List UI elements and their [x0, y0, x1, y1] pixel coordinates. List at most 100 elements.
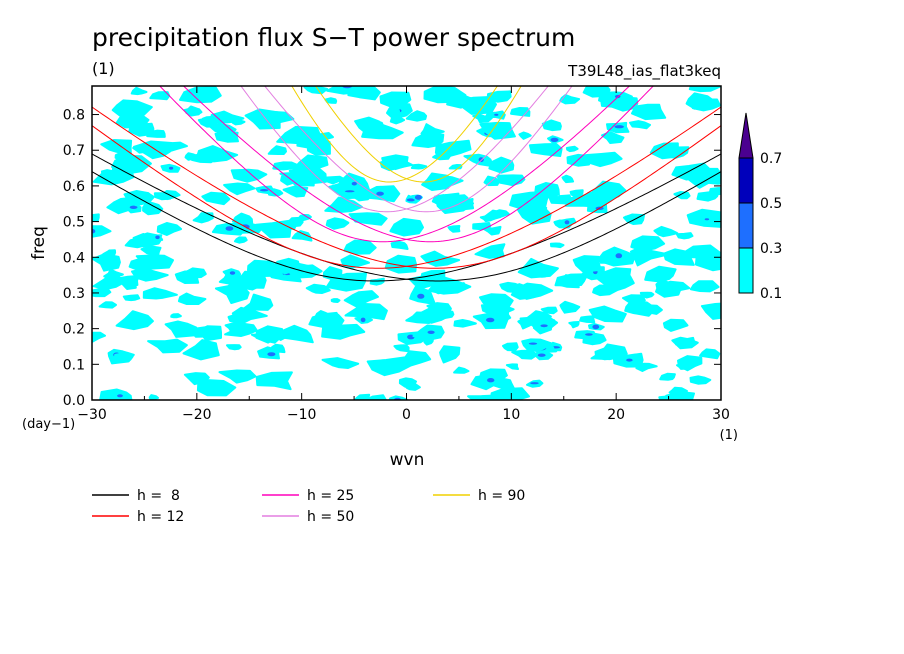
spectrum-contour — [435, 194, 475, 214]
spectrum-contour — [447, 225, 461, 233]
spectrum-contour — [554, 273, 589, 287]
spectrum-contour — [419, 306, 450, 324]
spectrum-contour — [130, 86, 148, 96]
spectrum-contour — [700, 302, 721, 320]
spectrum-contour-high — [550, 137, 559, 142]
y-axis: 0.0 0.1 0.2 0.3 0.4 0.5 0.6 0.7 0.8 — [63, 108, 721, 409]
dispersion-curve-low — [182, 86, 654, 243]
spectrum-contour — [325, 217, 350, 230]
y-tick-label: 0.5 — [63, 215, 85, 231]
spectrum-contour — [639, 291, 655, 299]
spectrum-contour-high — [564, 220, 570, 225]
spectrum-contour — [233, 236, 248, 244]
spectrum-contour — [676, 244, 721, 259]
spectrum-contour — [662, 318, 689, 332]
x-axis-label: wvn — [390, 450, 425, 470]
spectrum-contour — [164, 320, 198, 338]
spectrum-contour — [242, 293, 274, 311]
spectrum-contour — [548, 195, 583, 205]
spectrum-contour — [590, 343, 628, 361]
y-tick-label: 0.8 — [63, 108, 85, 124]
spectrum-contour — [223, 182, 256, 196]
y-tick-label: 0.3 — [63, 286, 85, 302]
spectrum-contour — [492, 209, 510, 219]
x-tick-label: −20 — [182, 407, 212, 423]
spectrum-contour — [559, 300, 581, 314]
spectrum-contour — [597, 275, 635, 293]
spectrum-contour — [122, 294, 141, 302]
spectrum-contour — [479, 215, 496, 223]
spectrum-contour — [98, 301, 117, 309]
spectrum-contour — [92, 225, 112, 238]
legend-label: h = 50 — [307, 509, 354, 525]
spectrum-contour — [665, 390, 695, 400]
spectrum-contour — [250, 332, 282, 344]
spectrum-contour — [321, 323, 366, 340]
spectrum-contour — [689, 280, 720, 293]
x-tick-label: 10 — [502, 407, 520, 423]
spectrum-contour — [282, 185, 309, 198]
spectrum-contour-high — [530, 382, 539, 385]
spectrum-contour — [267, 145, 287, 155]
spectrum-contour — [258, 110, 295, 128]
legend-label: h = 8 — [137, 488, 180, 504]
spectrum-contour — [453, 366, 470, 374]
spectrum-contour — [197, 117, 218, 128]
spectrum-contour — [384, 254, 417, 274]
spectrum-contour — [170, 313, 182, 319]
spectrum-contour-high — [129, 205, 138, 209]
spectrum-contour-high — [494, 113, 499, 116]
spectrum-contour — [659, 372, 676, 381]
spectrum-contour — [463, 153, 494, 168]
spectrum-contour — [671, 336, 699, 350]
spectrum-contour — [177, 292, 207, 305]
spectrum-contour — [518, 131, 532, 140]
spectrum-contour-high — [169, 166, 174, 170]
spectrum-contour — [689, 375, 712, 385]
spectrum-contour — [381, 154, 409, 171]
spectrum-contour — [534, 182, 560, 198]
dispersion-curve-low — [92, 106, 721, 269]
spectrum-contour — [499, 306, 515, 314]
spectrum-contour — [572, 255, 602, 273]
x-axis: −30 −20 −10 0 10 20 30 — [77, 86, 730, 423]
spectrum-contour-high — [528, 342, 538, 345]
spectrum-contour-high — [427, 330, 435, 334]
spectrum-contour — [255, 371, 293, 391]
colorbar-label: 0.7 — [760, 151, 782, 167]
spectrum-contour — [565, 145, 579, 153]
spectrum-contour — [588, 305, 627, 323]
spectrum-contour — [439, 345, 461, 364]
x-tick-label: −30 — [77, 407, 107, 423]
spectrum-contour — [561, 174, 575, 184]
spectrum-contour — [675, 232, 694, 240]
spectrum-contour — [343, 290, 379, 308]
spectrum-contour — [218, 369, 257, 384]
spectrum-contour — [147, 338, 188, 354]
spectrum-contour — [330, 298, 341, 303]
spectrum-contour-high — [417, 293, 425, 299]
spectrum-contour — [281, 324, 314, 344]
spectrum-contour-high — [537, 353, 546, 357]
chart-title: precipitation flux S−T power spectrum — [92, 23, 575, 52]
y-tick-label: 0.7 — [63, 143, 85, 159]
colorbar-segment — [738, 202, 754, 249]
spectrum-contour — [574, 330, 596, 340]
spectrum-contour — [148, 394, 159, 400]
spectrum-contour — [297, 214, 312, 221]
spectrum-contour — [142, 200, 164, 216]
spectrum-contour — [517, 202, 552, 225]
spectrum-contour — [511, 349, 539, 360]
spectrum-contour — [528, 143, 563, 157]
colorbar-arrow — [738, 112, 754, 159]
spectrum-contour — [393, 344, 410, 353]
spectrum-contour-high — [704, 218, 710, 221]
spectrum-contour — [128, 257, 153, 272]
spectrum-contour — [267, 188, 284, 197]
spectrum-contour — [568, 321, 580, 329]
legend-label: h = 90 — [478, 488, 525, 504]
spectrum-contour — [541, 119, 562, 132]
spectrum-contour — [353, 393, 371, 400]
spectrum-contour — [584, 151, 623, 168]
spectrum-contour — [430, 280, 456, 295]
